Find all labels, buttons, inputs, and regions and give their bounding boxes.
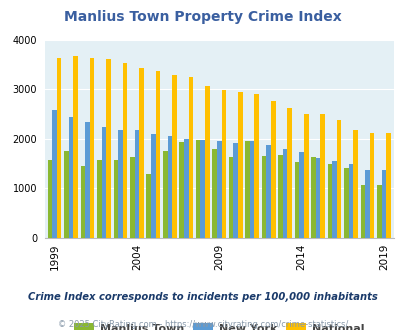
Bar <box>376 185 381 238</box>
Bar <box>310 157 315 238</box>
Bar <box>352 130 357 238</box>
Bar <box>261 156 266 238</box>
Bar <box>47 160 52 238</box>
Bar <box>237 92 242 238</box>
Text: © 2025 CityRating.com - https://www.cityrating.com/crime-statistics/: © 2025 CityRating.com - https://www.city… <box>58 320 347 329</box>
Bar <box>85 122 90 238</box>
Bar <box>331 161 336 238</box>
Bar <box>320 115 324 238</box>
Bar <box>228 157 233 238</box>
Bar <box>162 151 167 238</box>
Bar <box>336 120 341 238</box>
Bar <box>381 170 385 238</box>
Bar <box>113 160 118 238</box>
Bar <box>294 162 298 238</box>
Bar <box>277 155 282 238</box>
Bar <box>106 59 111 238</box>
Bar <box>146 174 151 238</box>
Bar <box>233 143 237 238</box>
Text: Crime Index corresponds to incidents per 100,000 inhabitants: Crime Index corresponds to incidents per… <box>28 292 377 302</box>
Bar <box>68 117 73 238</box>
Bar <box>139 68 143 238</box>
Bar <box>348 164 352 238</box>
Bar <box>364 170 369 238</box>
Bar <box>221 89 226 238</box>
Bar <box>97 160 101 238</box>
Bar <box>134 130 139 238</box>
Bar <box>179 142 183 238</box>
Bar <box>195 140 200 238</box>
Bar <box>101 127 106 238</box>
Bar <box>188 77 193 238</box>
Bar <box>80 166 85 238</box>
Bar <box>266 145 270 238</box>
Bar <box>183 139 188 238</box>
Bar <box>130 157 134 238</box>
Text: Manlius Town Property Crime Index: Manlius Town Property Crime Index <box>64 10 341 24</box>
Bar <box>200 140 205 238</box>
Bar <box>64 151 68 238</box>
Bar <box>172 75 176 238</box>
Bar <box>57 58 61 238</box>
Bar <box>151 134 155 238</box>
Bar <box>254 94 258 238</box>
Bar <box>122 63 127 238</box>
Bar <box>155 71 160 238</box>
Bar <box>303 114 308 238</box>
Bar <box>73 56 78 238</box>
Bar <box>369 133 373 238</box>
Bar <box>167 136 172 238</box>
Bar <box>118 130 122 238</box>
Bar <box>282 148 287 238</box>
Bar <box>212 148 216 238</box>
Bar <box>205 86 209 238</box>
Bar <box>249 141 254 238</box>
Bar <box>90 58 94 238</box>
Bar <box>216 141 221 238</box>
Bar <box>287 108 291 238</box>
Bar <box>343 168 348 238</box>
Bar <box>327 164 331 238</box>
Bar <box>315 158 320 238</box>
Bar <box>270 101 275 238</box>
Bar <box>245 141 249 238</box>
Bar <box>298 152 303 238</box>
Bar <box>52 110 57 238</box>
Legend: Manlius Town, New York, National: Manlius Town, New York, National <box>70 318 368 330</box>
Bar <box>360 185 364 238</box>
Bar <box>385 133 390 238</box>
